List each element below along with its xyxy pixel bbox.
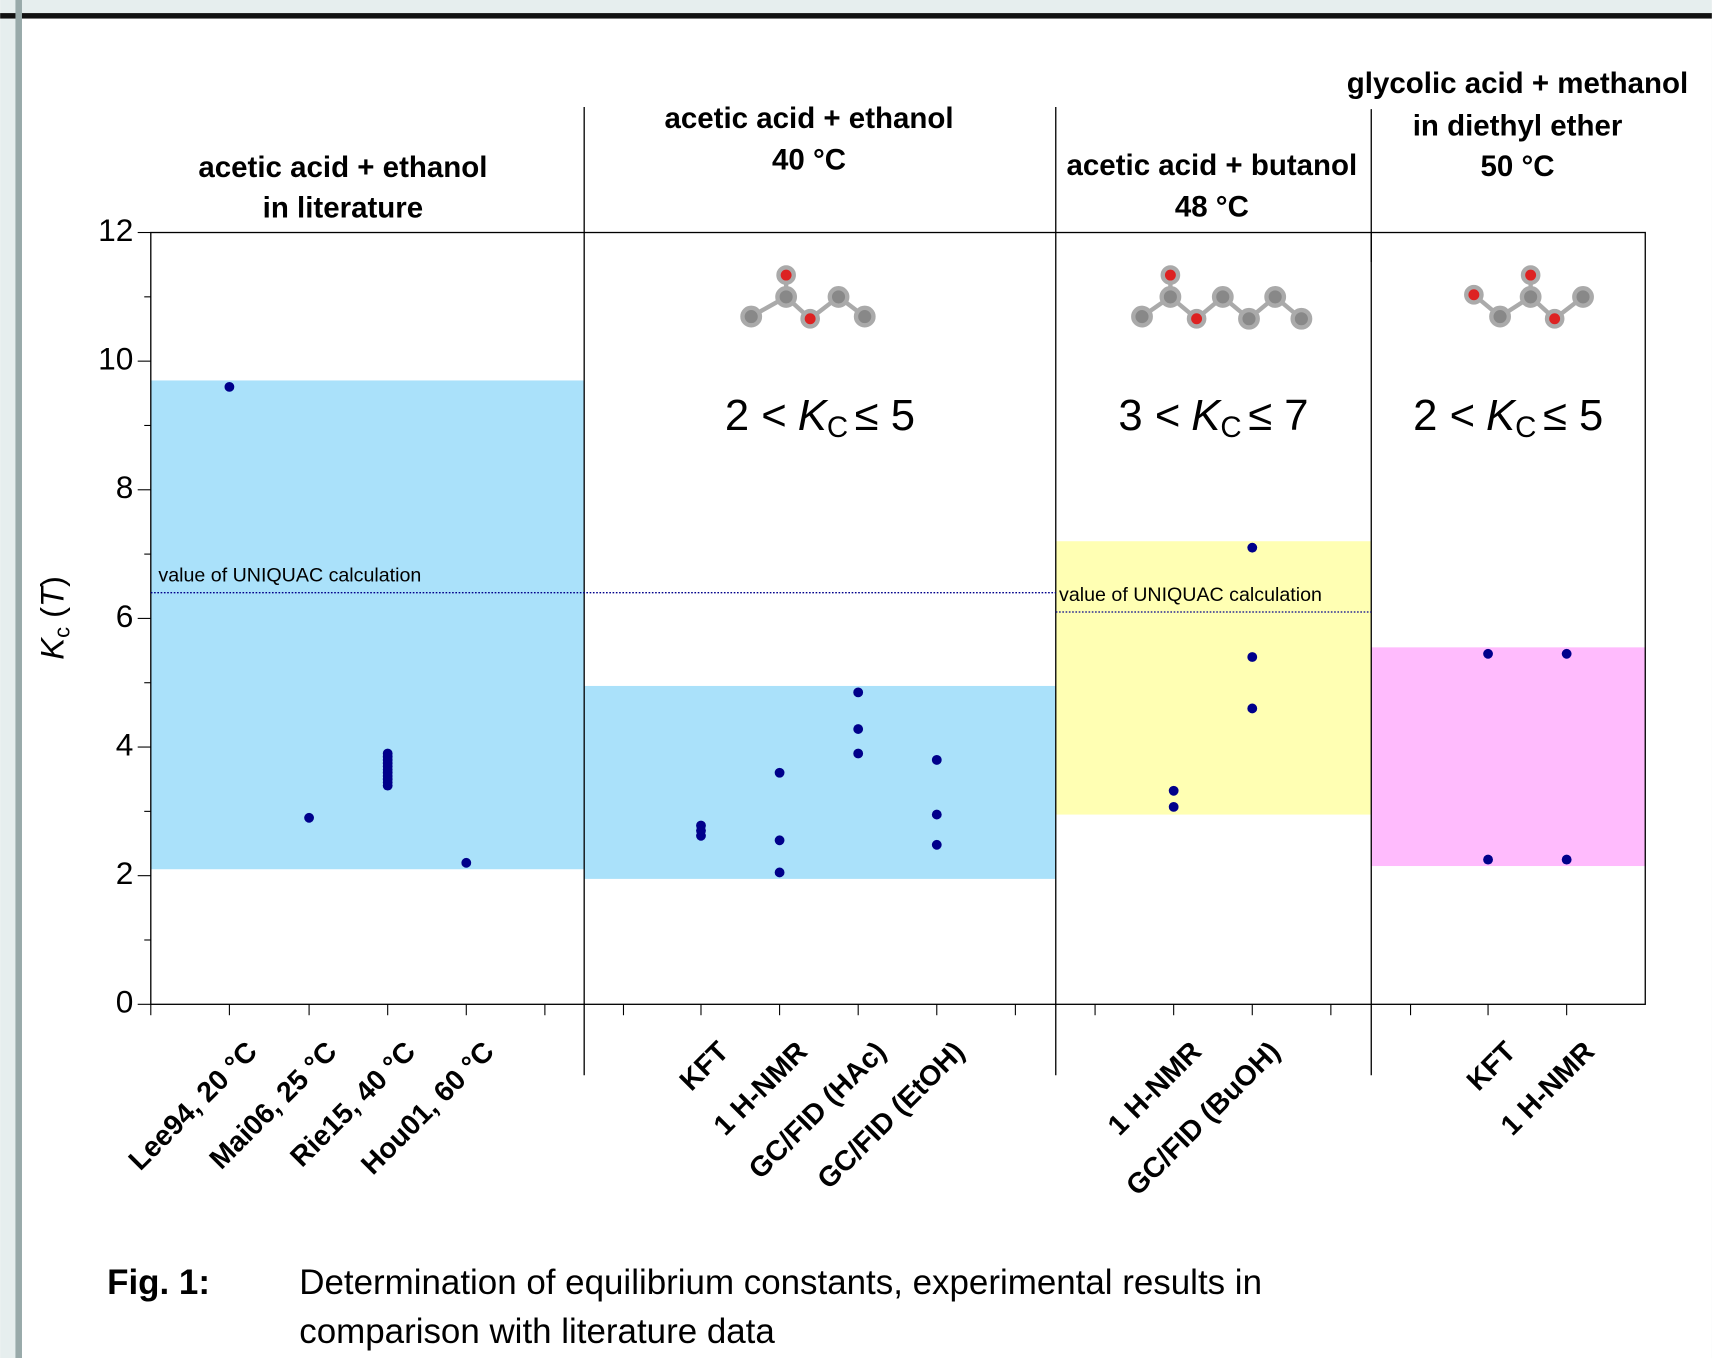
point — [774, 767, 785, 778]
caption-line: comparison with literature data — [299, 1312, 775, 1351]
y-label-part: T — [33, 585, 70, 607]
point — [382, 748, 393, 759]
y-label-part: c — [49, 627, 74, 638]
range-part: C — [1220, 411, 1241, 444]
point — [774, 867, 785, 878]
point — [1247, 652, 1258, 662]
range-part: ≤ 7 — [1248, 391, 1308, 440]
point — [1168, 785, 1179, 796]
uniquac-label: value of UNIQUAC calculation — [158, 565, 421, 587]
range-part: ≤ 5 — [855, 391, 915, 440]
point — [461, 857, 472, 868]
panel-title: acetic acid + ethanol — [198, 151, 487, 184]
point — [1483, 648, 1493, 659]
point — [853, 724, 864, 734]
range-part: 3 < — [1118, 391, 1180, 440]
range-part: K — [798, 391, 829, 440]
point — [853, 748, 864, 759]
point — [1483, 854, 1493, 865]
caption-label: Fig. 1: — [107, 1263, 210, 1302]
point — [931, 839, 942, 850]
range-label: 2 < KC ≤ 5 — [1413, 391, 1603, 444]
range-label: 3 < KC ≤ 7 — [1118, 391, 1308, 444]
panel-title: glycolic acid + methanol — [1347, 67, 1688, 100]
point — [696, 820, 706, 831]
y-label-part: K — [33, 636, 70, 660]
band — [150, 380, 585, 870]
left-border — [15, 0, 22, 1358]
y-tick-label: 8 — [116, 469, 134, 505]
point — [774, 835, 785, 846]
range-part: C — [1515, 411, 1536, 444]
point — [1247, 542, 1258, 553]
range-part: C — [827, 411, 848, 444]
y-label-part: ( — [33, 607, 70, 627]
range-part: 2 < — [725, 391, 787, 440]
y-axis-label: Kc (T) — [33, 576, 74, 660]
caption-line: Determination of equilibrium constants, … — [299, 1263, 1262, 1302]
y-tick-label: 6 — [116, 598, 134, 634]
panel-title: 50 °C — [1481, 150, 1555, 183]
point — [1561, 648, 1572, 659]
y-tick-label: 0 — [116, 984, 134, 1020]
panel-title: 40 °C — [772, 143, 846, 176]
top-border — [0, 13, 1712, 19]
range-part: ≤ 5 — [1543, 391, 1603, 440]
range-part: K — [1191, 391, 1222, 440]
range-part: K — [1486, 391, 1517, 440]
y-tick-label: 12 — [98, 212, 133, 248]
band — [1371, 647, 1646, 867]
point — [931, 754, 942, 765]
point — [853, 687, 864, 698]
point — [931, 809, 942, 820]
point — [1247, 703, 1258, 714]
panel-title: acetic acid + ethanol — [665, 102, 954, 135]
band — [1055, 541, 1372, 815]
range-label: 2 < KC ≤ 5 — [725, 391, 915, 444]
band — [584, 685, 1056, 879]
point — [224, 381, 235, 392]
uniquac-label: value of UNIQUAC calculation — [1059, 584, 1322, 606]
point — [1561, 854, 1572, 865]
molecule — [740, 265, 1594, 330]
y-label-part: ) — [33, 576, 70, 587]
y-tick-label: 2 — [116, 855, 134, 891]
panel-title: 48 °C — [1175, 190, 1249, 223]
panel-title: in literature — [263, 191, 423, 224]
range-part: 2 < — [1413, 391, 1475, 440]
panel-title: acetic acid + butanol — [1067, 149, 1358, 182]
y-tick-label: 4 — [116, 726, 134, 762]
y-tick-label: 10 — [98, 341, 133, 377]
panel-title: in diethyl ether — [1413, 110, 1623, 143]
point — [304, 812, 315, 823]
point — [1168, 801, 1179, 812]
